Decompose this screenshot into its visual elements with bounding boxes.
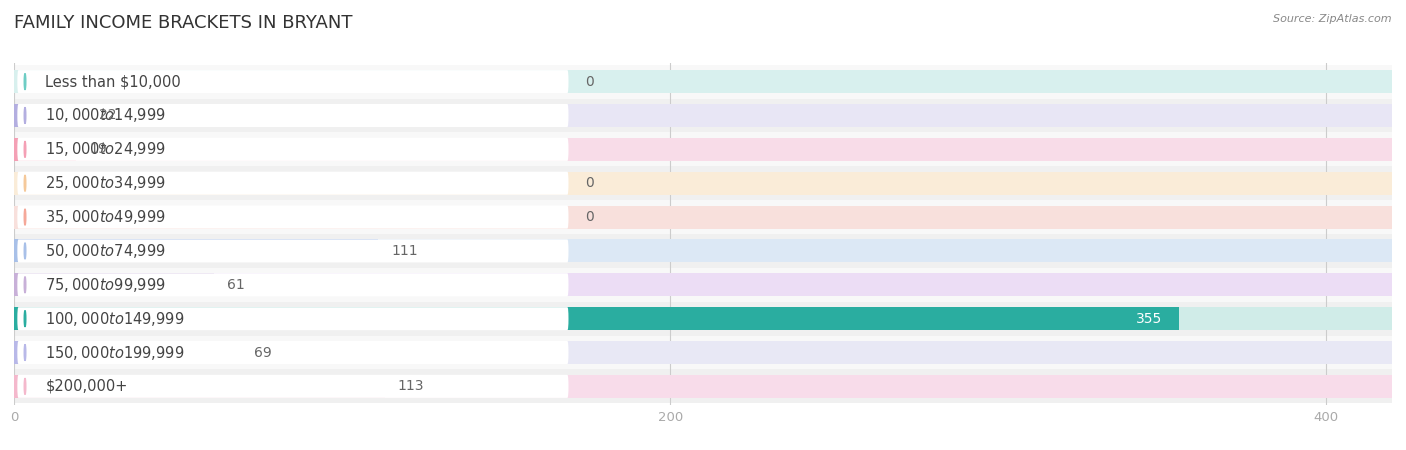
Bar <box>14 104 86 127</box>
Bar <box>14 369 1392 403</box>
Bar <box>14 273 214 296</box>
FancyBboxPatch shape <box>17 70 568 93</box>
Bar <box>14 65 1392 99</box>
Circle shape <box>24 344 25 360</box>
Text: Source: ZipAtlas.com: Source: ZipAtlas.com <box>1274 14 1392 23</box>
Bar <box>14 239 1392 262</box>
FancyBboxPatch shape <box>17 341 568 364</box>
Bar <box>14 172 1392 195</box>
FancyBboxPatch shape <box>17 307 568 330</box>
Bar <box>14 302 1392 336</box>
Bar <box>14 307 1392 330</box>
Circle shape <box>24 243 25 259</box>
Text: 61: 61 <box>228 278 245 292</box>
Bar <box>14 104 1392 127</box>
Circle shape <box>24 209 25 225</box>
Bar <box>14 200 1392 234</box>
Bar <box>14 234 1392 268</box>
Text: 19: 19 <box>90 142 107 156</box>
Bar <box>14 239 378 262</box>
Text: 113: 113 <box>398 379 425 393</box>
Bar <box>14 375 385 398</box>
Text: 0: 0 <box>585 210 593 224</box>
Bar <box>14 166 1392 200</box>
Text: $50,000 to $74,999: $50,000 to $74,999 <box>45 242 166 260</box>
Circle shape <box>24 73 25 90</box>
Bar <box>14 99 1392 132</box>
Bar <box>14 268 1392 302</box>
Text: FAMILY INCOME BRACKETS IN BRYANT: FAMILY INCOME BRACKETS IN BRYANT <box>14 14 353 32</box>
Text: 22: 22 <box>100 108 117 122</box>
Bar <box>14 375 1392 398</box>
Bar <box>14 307 1178 330</box>
Text: 69: 69 <box>253 346 271 360</box>
Text: $150,000 to $199,999: $150,000 to $199,999 <box>45 343 184 361</box>
Text: 355: 355 <box>1136 312 1163 326</box>
Text: $10,000 to $14,999: $10,000 to $14,999 <box>45 107 166 125</box>
Circle shape <box>24 277 25 293</box>
Bar <box>14 70 1392 93</box>
Bar <box>14 341 240 364</box>
Bar <box>14 138 1392 161</box>
Text: 0: 0 <box>585 176 593 190</box>
Text: $75,000 to $99,999: $75,000 to $99,999 <box>45 276 166 294</box>
FancyBboxPatch shape <box>17 273 568 296</box>
Text: Less than $10,000: Less than $10,000 <box>45 74 181 89</box>
FancyBboxPatch shape <box>17 104 568 127</box>
Circle shape <box>24 108 25 124</box>
Text: $15,000 to $24,999: $15,000 to $24,999 <box>45 140 166 158</box>
Text: $100,000 to $149,999: $100,000 to $149,999 <box>45 310 184 328</box>
Text: 0: 0 <box>585 75 593 89</box>
Bar <box>14 336 1392 369</box>
FancyBboxPatch shape <box>17 206 568 229</box>
Bar <box>14 341 1392 364</box>
Bar <box>14 206 1392 229</box>
Circle shape <box>24 310 25 327</box>
Circle shape <box>24 175 25 191</box>
Bar <box>14 273 1392 296</box>
FancyBboxPatch shape <box>17 138 568 161</box>
FancyBboxPatch shape <box>17 172 568 195</box>
Circle shape <box>24 378 25 395</box>
Text: $200,000+: $200,000+ <box>45 379 128 394</box>
Bar <box>14 138 76 161</box>
FancyBboxPatch shape <box>17 375 568 398</box>
FancyBboxPatch shape <box>17 239 568 262</box>
Text: 111: 111 <box>391 244 418 258</box>
Text: $25,000 to $34,999: $25,000 to $34,999 <box>45 174 166 192</box>
Circle shape <box>24 141 25 158</box>
Text: $35,000 to $49,999: $35,000 to $49,999 <box>45 208 166 226</box>
Bar <box>14 132 1392 166</box>
